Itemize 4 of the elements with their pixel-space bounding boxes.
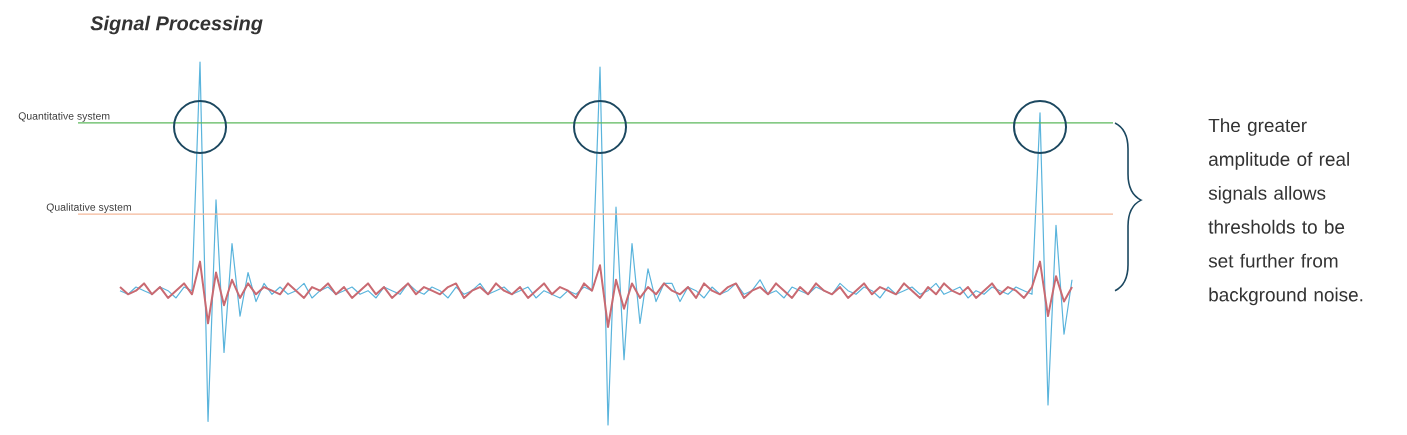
ref-line-label: Quantitative system <box>18 112 110 122</box>
text: The greater amplitude of real signals allows thresholds to be set further from background noise. <box>1208 118 1363 306</box>
chart-title: Signal Processing <box>90 15 263 35</box>
ref-line-label: Qualitative system <box>46 203 131 213</box>
